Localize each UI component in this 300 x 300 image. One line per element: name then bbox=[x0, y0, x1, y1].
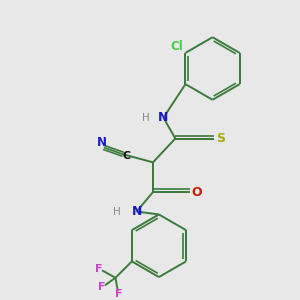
Text: F: F bbox=[98, 282, 106, 292]
Text: C: C bbox=[123, 152, 131, 161]
Text: N: N bbox=[97, 136, 107, 148]
Text: N: N bbox=[158, 111, 169, 124]
Text: F: F bbox=[115, 289, 122, 299]
Text: H: H bbox=[142, 113, 149, 123]
Text: N: N bbox=[131, 205, 142, 218]
Text: S: S bbox=[216, 132, 225, 145]
Text: H: H bbox=[113, 206, 121, 217]
Text: F: F bbox=[95, 264, 103, 274]
Text: O: O bbox=[191, 186, 202, 199]
Text: Cl: Cl bbox=[170, 40, 183, 53]
